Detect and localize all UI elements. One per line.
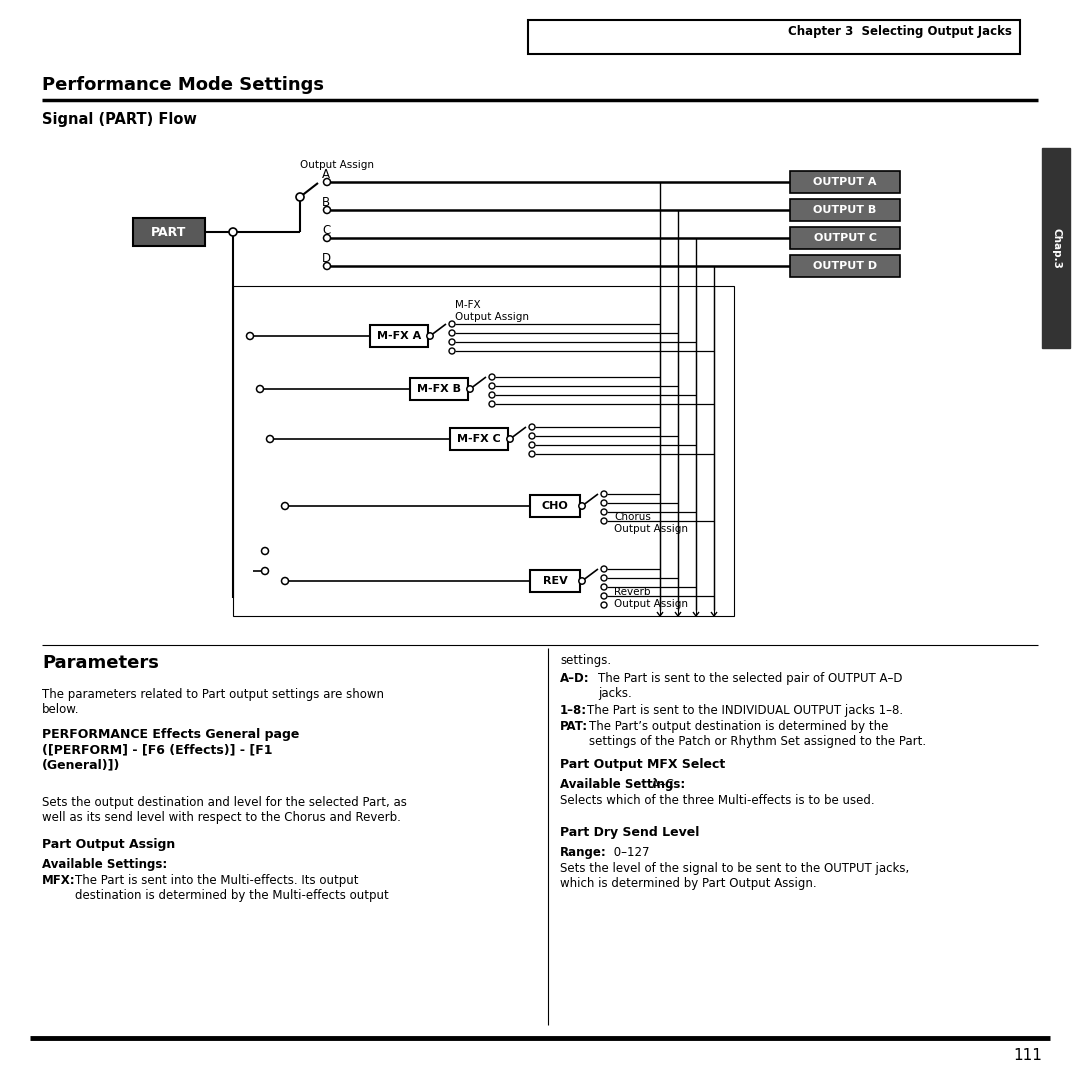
Text: CHO: CHO	[542, 501, 568, 511]
Text: Chorus
Output Assign: Chorus Output Assign	[615, 512, 688, 534]
Text: Sets the output destination and level for the selected Part, as
well as its send: Sets the output destination and level fo…	[42, 796, 407, 824]
Circle shape	[529, 433, 535, 438]
Text: 111: 111	[1013, 1048, 1042, 1063]
Circle shape	[324, 234, 330, 242]
Circle shape	[449, 339, 455, 345]
Text: C: C	[322, 224, 330, 237]
Circle shape	[282, 502, 288, 510]
Text: A: A	[322, 168, 330, 181]
Circle shape	[467, 386, 473, 392]
Circle shape	[507, 436, 513, 442]
Circle shape	[282, 578, 288, 584]
Circle shape	[449, 330, 455, 336]
Text: M-FX C: M-FX C	[457, 434, 501, 444]
Text: Parameters: Parameters	[42, 654, 159, 672]
Text: Chap.3: Chap.3	[1051, 228, 1061, 269]
Text: The Part is sent to the INDIVIDUAL OUTPUT jacks 1–8.: The Part is sent to the INDIVIDUAL OUTPU…	[588, 704, 903, 717]
Circle shape	[600, 500, 607, 507]
Bar	[530, 570, 580, 592]
Text: Signal (PART) Flow: Signal (PART) Flow	[42, 112, 197, 127]
Bar	[233, 286, 734, 616]
Bar	[450, 428, 508, 450]
Text: Part Output Assign: Part Output Assign	[42, 838, 175, 851]
Circle shape	[489, 374, 495, 380]
Circle shape	[529, 451, 535, 457]
Bar	[789, 255, 900, 276]
Circle shape	[600, 602, 607, 608]
Text: B: B	[322, 195, 330, 210]
Circle shape	[600, 575, 607, 581]
Text: D: D	[322, 252, 332, 265]
Text: PERFORMANCE Effects General page
([PERFORM] - [F6 (Effects)] - [F1
(General)]): PERFORMANCE Effects General page ([PERFO…	[42, 728, 299, 771]
Text: OUTPUT A: OUTPUT A	[813, 177, 877, 187]
Text: M-FX
Output Assign: M-FX Output Assign	[455, 300, 529, 322]
Circle shape	[449, 321, 455, 327]
Bar	[530, 495, 580, 517]
Circle shape	[579, 578, 585, 584]
Text: OUTPUT D: OUTPUT D	[813, 261, 877, 271]
Text: Range:: Range:	[561, 846, 607, 859]
Circle shape	[489, 401, 495, 407]
Circle shape	[246, 333, 254, 339]
Text: PART: PART	[151, 226, 187, 239]
Circle shape	[267, 435, 273, 443]
Circle shape	[449, 348, 455, 354]
Text: M-FX B: M-FX B	[417, 384, 461, 394]
Circle shape	[296, 193, 303, 201]
Text: OUTPUT B: OUTPUT B	[813, 205, 877, 215]
Text: The Part is sent to the selected pair of OUTPUT A–D
jacks.: The Part is sent to the selected pair of…	[598, 672, 903, 700]
Circle shape	[489, 383, 495, 389]
Text: OUTPUT C: OUTPUT C	[813, 233, 877, 243]
Circle shape	[489, 392, 495, 399]
Circle shape	[261, 567, 269, 575]
Circle shape	[600, 584, 607, 590]
Text: M-FX A: M-FX A	[377, 330, 421, 341]
Circle shape	[324, 178, 330, 186]
Text: REV: REV	[542, 576, 567, 586]
Text: 1–8:: 1–8:	[561, 704, 588, 717]
Circle shape	[600, 518, 607, 524]
Text: Part Output MFX Select: Part Output MFX Select	[561, 758, 726, 771]
Circle shape	[600, 593, 607, 599]
Text: MFX:: MFX:	[42, 874, 76, 887]
Bar	[133, 218, 205, 246]
Bar	[789, 199, 900, 221]
Circle shape	[324, 262, 330, 270]
Circle shape	[600, 491, 607, 497]
Bar	[789, 227, 900, 249]
Text: Part Dry Send Level: Part Dry Send Level	[561, 826, 700, 839]
Text: Performance Mode Settings: Performance Mode Settings	[42, 76, 324, 94]
Circle shape	[229, 228, 237, 237]
Text: PAT:: PAT:	[561, 720, 589, 733]
Text: 0–127: 0–127	[610, 846, 649, 859]
Text: Available Settings:: Available Settings:	[561, 778, 685, 791]
Bar	[370, 325, 428, 347]
Bar	[410, 378, 468, 400]
Text: Selects which of the three Multi-effects is to be used.: Selects which of the three Multi-effects…	[561, 794, 875, 807]
Text: Output Assign: Output Assign	[300, 160, 374, 170]
Circle shape	[261, 548, 269, 554]
Circle shape	[529, 424, 535, 430]
Circle shape	[324, 206, 330, 214]
Text: The Part’s output destination is determined by the
settings of the Patch or Rhyt: The Part’s output destination is determi…	[589, 720, 927, 748]
Circle shape	[600, 566, 607, 572]
Circle shape	[600, 509, 607, 515]
Circle shape	[529, 442, 535, 448]
Text: Available Settings:: Available Settings:	[42, 858, 167, 870]
Bar	[789, 171, 900, 193]
Text: A–D:: A–D:	[561, 672, 590, 685]
Bar	[528, 21, 1020, 54]
Circle shape	[257, 386, 264, 392]
Text: Chapter 3  Selecting Output Jacks: Chapter 3 Selecting Output Jacks	[788, 25, 1012, 38]
Text: settings.: settings.	[561, 654, 611, 667]
Text: Sets the level of the signal to be sent to the OUTPUT jacks,
which is determined: Sets the level of the signal to be sent …	[561, 862, 909, 890]
Bar	[1042, 148, 1070, 348]
Text: The parameters related to Part output settings are shown
below.: The parameters related to Part output se…	[42, 688, 384, 716]
Text: Reverb
Output Assign: Reverb Output Assign	[615, 588, 688, 609]
Circle shape	[579, 503, 585, 509]
Circle shape	[427, 333, 433, 339]
Text: A–C: A–C	[648, 778, 674, 791]
Text: The Part is sent into the Multi-effects. Its output
destination is determined by: The Part is sent into the Multi-effects.…	[75, 874, 389, 902]
